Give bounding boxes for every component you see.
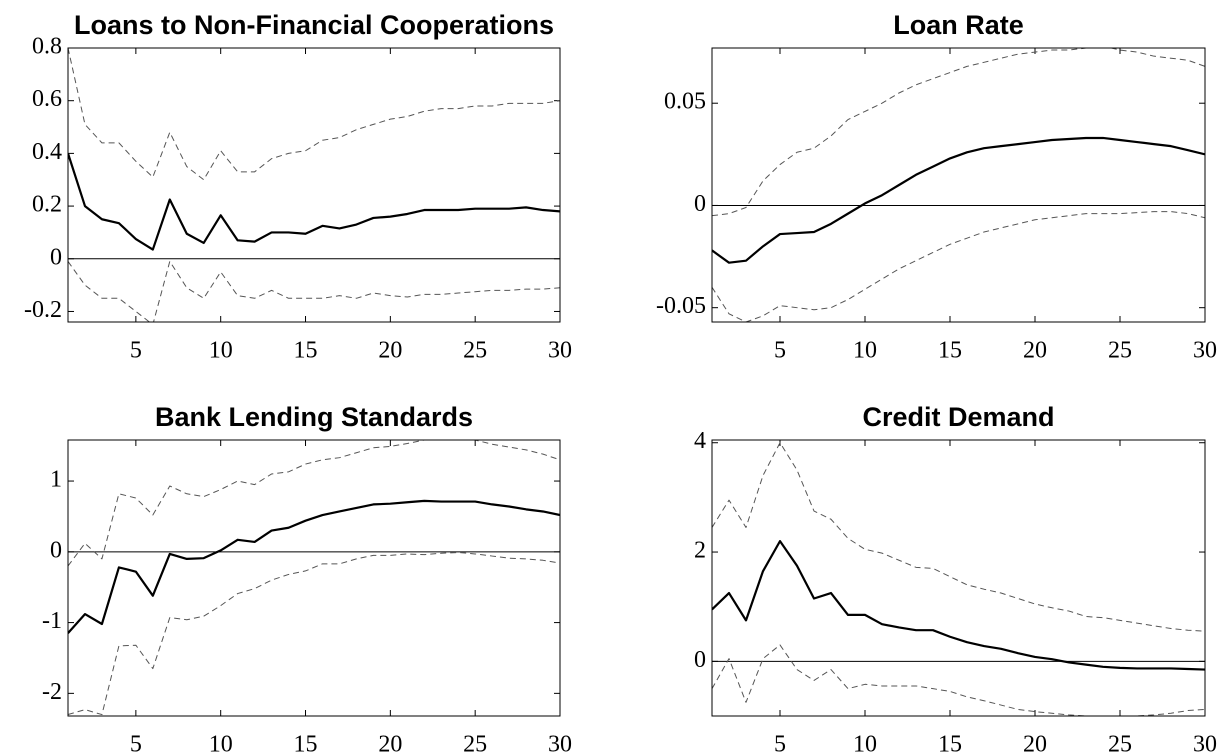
y-tick-label: 4	[694, 428, 706, 454]
axes-frame	[711, 47, 1206, 323]
x-tick-label: 25	[1108, 732, 1132, 756]
subplot: 0 2 4 5 10 15 20 25 30 Credit Demand	[694, 402, 1217, 756]
y-tick-label: 0	[694, 191, 706, 217]
x-tick-label: 25	[463, 732, 487, 756]
series-line	[712, 442, 1205, 632]
series-line	[712, 211, 1205, 322]
x-tick-label: 10	[209, 338, 233, 364]
x-tick-label: 15	[938, 732, 962, 756]
x-tick-label: 10	[853, 732, 877, 756]
x-tick-label: 30	[1193, 338, 1217, 364]
x-tick-label: 20	[378, 338, 402, 364]
axes-frame	[67, 439, 561, 717]
plot-area	[712, 442, 1205, 716]
y-tick-label: 0.05	[664, 89, 706, 115]
y-tick-label: -2	[42, 679, 62, 705]
chart-title: Credit Demand	[862, 402, 1054, 432]
x-tick-label: 15	[294, 338, 318, 364]
x-tick-label: 5	[774, 732, 786, 756]
x-tick-label: 10	[209, 732, 233, 756]
series-line	[712, 540, 1205, 671]
chart-title: Bank Lending Standards	[155, 402, 473, 432]
x-tick-label: 5	[130, 732, 142, 756]
y-tick-label: 1	[50, 467, 62, 493]
y-tick-label: -0.2	[24, 297, 62, 323]
subplot: -0.2 0 0.2 0.4 0.6 0.8 5 10 15 20 25 30 Loans to Non…	[24, 10, 572, 364]
y-tick-label: -1	[42, 608, 62, 634]
x-tick-label: 30	[1193, 732, 1217, 756]
plot-area	[68, 48, 560, 322]
x-tick-label: 15	[938, 338, 962, 364]
series-line	[68, 499, 560, 634]
plot-area	[712, 48, 1205, 322]
y-tick-label: 0.6	[32, 86, 62, 112]
series-line	[68, 153, 560, 251]
series-line	[68, 552, 560, 716]
axes-frame	[67, 47, 561, 323]
x-tick-label: 30	[548, 732, 572, 756]
y-tick-label: 0	[50, 537, 62, 563]
x-tick-label: 30	[548, 338, 572, 364]
subplot: -0.05 0 0.05 5 10 15 20 25 30 Loan Rate	[656, 10, 1217, 364]
y-tick-label: 0.8	[32, 34, 62, 60]
y-tick-label: 0.4	[32, 139, 62, 165]
x-tick-label: 15	[294, 732, 318, 756]
x-tick-label: 5	[130, 338, 142, 364]
series-line	[712, 48, 1205, 217]
x-tick-label: 25	[1108, 338, 1132, 364]
x-tick-label: 10	[853, 338, 877, 364]
series-line	[68, 260, 560, 322]
chart-title: Loans to Non-Financial Cooperations	[74, 10, 554, 40]
plot-area	[68, 440, 560, 716]
x-tick-label: 20	[1023, 732, 1047, 756]
axes-frame	[711, 439, 1206, 717]
y-tick-label: -0.05	[656, 293, 706, 319]
y-tick-label: 0.2	[32, 192, 62, 218]
x-tick-label: 5	[774, 338, 786, 364]
chart-title: Loan Rate	[893, 10, 1024, 40]
x-tick-label: 25	[463, 338, 487, 364]
series-line	[68, 48, 560, 181]
series-line	[68, 440, 560, 567]
x-tick-label: 20	[1023, 338, 1047, 364]
y-tick-label: 0	[50, 244, 62, 270]
series-line	[712, 136, 1205, 264]
series-line	[712, 644, 1205, 716]
x-tick-label: 20	[378, 732, 402, 756]
y-tick-label: 0	[694, 647, 706, 673]
y-tick-label: 2	[694, 538, 706, 564]
